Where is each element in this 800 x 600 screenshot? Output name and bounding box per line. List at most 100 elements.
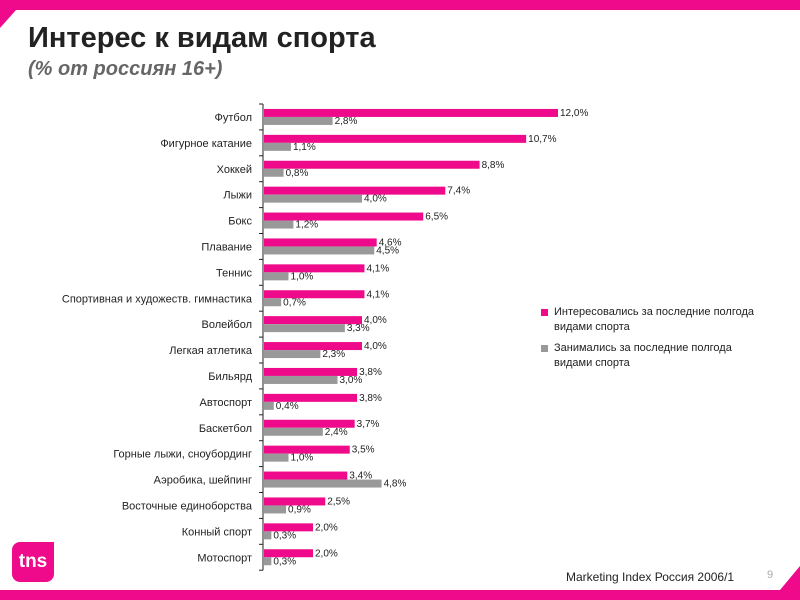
bar-practice [264,401,274,410]
data-label: 4,0% [364,315,387,326]
data-label: 3,8% [359,393,382,404]
data-label: 3,4% [349,471,372,482]
legend-swatch [541,345,548,352]
data-label: 3,0% [340,375,363,386]
bar-interest [264,419,355,428]
bar-interest [264,290,365,299]
bar-practice [264,557,272,566]
bar-interest [264,134,527,143]
bar-interest [264,497,326,506]
bar-interest [264,316,362,325]
data-label: 4,0% [364,194,387,205]
category-label: Восточные единоборства [122,500,253,512]
data-label: 4,6% [379,237,402,248]
category-label: Бокс [228,216,252,228]
bar-practice [264,453,289,462]
data-label: 2,3% [322,349,345,360]
bar-interest [264,523,313,532]
bar-practice [264,142,291,151]
legend-item-practice: Занимались за последние полгода видами с… [541,341,794,371]
data-label: 2,0% [315,522,338,533]
bar-interest [264,238,377,247]
bar-interest [264,212,424,221]
bar-practice [264,427,323,436]
category-label: Лыжи [223,190,252,202]
bar-practice [264,375,338,384]
bar-interest [264,367,358,376]
data-label: 0,4% [276,401,299,412]
bar-interest [264,108,558,117]
data-label: 3,8% [359,367,382,378]
legend-swatch [541,309,548,316]
bar-interest [264,549,313,558]
data-label: 3,3% [347,323,370,334]
data-label: 2,5% [327,496,350,507]
data-label: 0,9% [288,504,311,515]
data-label: 4,5% [376,245,399,256]
data-label: 7,4% [447,186,470,197]
data-label: 2,4% [325,427,348,438]
data-label: 3,7% [357,419,380,430]
bar-practice [264,220,294,229]
bar-practice [264,479,382,488]
top-accent-bar [0,0,800,10]
data-label: 1,0% [291,271,314,282]
bar-practice [264,246,375,255]
category-label: Мотоспорт [197,552,252,564]
data-label: 4,1% [366,289,389,300]
category-label: Конный спорт [182,526,252,538]
legend-label: Интересовались за последние полгода вида… [554,306,755,333]
data-label: 0,7% [283,297,306,308]
bar-interest [264,471,348,480]
data-label: 4,8% [384,479,407,490]
category-label: Плавание [201,241,252,253]
category-label: Хоккей [217,164,252,176]
bar-interest [264,160,480,169]
bar-practice [264,531,272,540]
data-label: 2,0% [315,548,338,559]
category-label: Теннис [216,267,253,279]
legend-item-interest: Интересовались за последние полгода вида… [541,305,794,335]
data-label: 8,8% [482,160,505,171]
bar-practice [264,168,284,177]
footer-source: Marketing Index Россия 2006/1 [566,570,735,584]
page-subtitle: (% от россиян 16+) [28,58,223,80]
bottom-accent-corner [780,566,800,590]
bar-practice [264,350,321,359]
legend: Интересовались за последние полгода вида… [541,305,794,377]
bar-practice [264,116,333,125]
category-label: Волейбол [202,319,253,331]
bar-interest [264,264,365,273]
data-label: 12,0% [560,108,588,119]
category-label: Бильярд [208,371,252,383]
data-label: 3,5% [352,445,375,456]
data-label: 4,0% [364,341,387,352]
category-label: Фигурное катание [160,138,252,150]
bar-practice [264,298,282,307]
category-label: Горные лыжи, сноубординг [113,449,252,461]
category-label: Легкая атлетика [169,345,253,357]
data-label: 1,0% [291,453,314,464]
bottom-accent-bar [0,590,800,600]
bar-interest [264,342,362,351]
bar-practice [264,324,345,333]
data-label: 0,3% [273,530,296,541]
data-label: 10,7% [528,134,556,145]
category-label: Футбол [215,112,253,124]
data-label: 0,3% [273,556,296,567]
category-label: Спортивная и художеств. гимнастика [62,293,253,305]
bar-practice [264,505,287,514]
data-label: 0,8% [286,168,309,179]
category-label: Баскетбол [199,423,252,435]
bar-interest [264,186,446,195]
data-label: 2,8% [335,116,358,127]
legend-label: Занимались за последние полгода видами с… [554,342,732,369]
data-label: 1,1% [293,142,316,153]
bar-interest [264,445,350,454]
data-label: 4,1% [366,263,389,274]
category-label: Автоспорт [200,397,252,409]
bar-practice [264,194,362,203]
data-label: 6,5% [425,212,448,223]
data-label: 1,2% [295,220,318,231]
